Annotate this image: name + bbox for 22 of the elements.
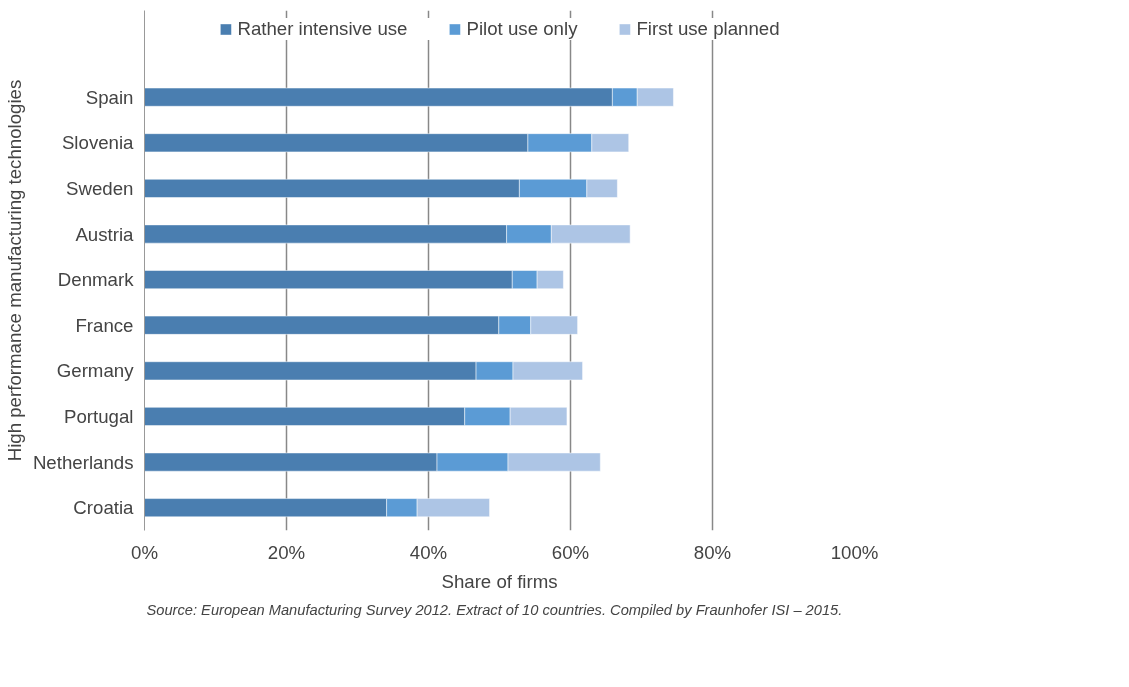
x-tick-label: 20% <box>267 541 306 563</box>
y-tick-label: Slovenia <box>61 132 135 154</box>
legend-label: Pilot use only <box>466 18 578 40</box>
x-axis-title: Share of firms <box>441 570 558 592</box>
source-note: Source: European Manufacturing Survey 2012. Extract of 10 countries. Compiled by Fraunhofer ISI – 2015. <box>146 601 843 618</box>
x-tick-label: 40% <box>409 541 448 563</box>
y-tick-label: France <box>75 314 134 336</box>
y-axis-title: High performance manufacturing technologies <box>3 79 25 462</box>
y-tick-label: Germany <box>56 360 135 382</box>
y-tick-label: Spain <box>85 86 134 108</box>
legend-label: Rather intensive use <box>237 18 408 40</box>
x-tick-label: 80% <box>693 541 732 563</box>
x-tick-label: 0% <box>131 541 158 563</box>
y-tick-label: Austria <box>75 223 135 245</box>
x-tick-label: 100% <box>830 541 879 563</box>
y-tick-label: Netherlands <box>32 451 134 473</box>
legend-label: First use planned <box>636 18 780 40</box>
y-tick-label: Denmark <box>57 269 135 291</box>
x-tick-label: 60% <box>551 541 590 563</box>
y-tick-label: Portugal <box>64 405 134 427</box>
y-tick-label: Sweden <box>66 177 134 199</box>
y-tick-label: Croatia <box>73 497 135 519</box>
